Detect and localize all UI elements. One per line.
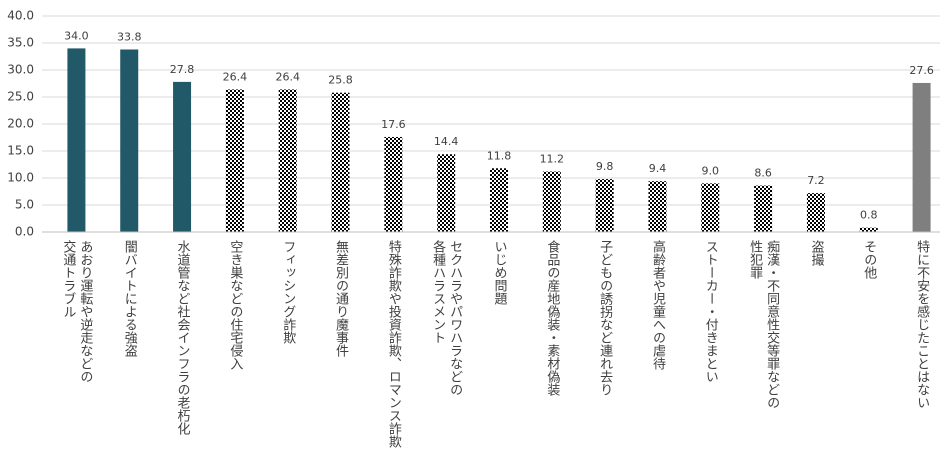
bar [754, 185, 773, 232]
y-tick-label: 20.0 [7, 117, 34, 131]
x-tick-label: 特に不安を感じたことはない [914, 240, 930, 409]
x-tick-label: 水道管など社会インフラの老朽化 [174, 240, 190, 435]
bar [437, 154, 456, 232]
bar [120, 49, 139, 233]
y-tick-label: 10.0 [7, 171, 34, 185]
value-label: 7.2 [807, 174, 825, 187]
value-label: 27.6 [909, 64, 934, 77]
bar [490, 168, 508, 232]
x-tick-label: 闇バイトによる強盗 [121, 240, 137, 357]
x-tick-label: 子どもの誘拐など連れ去り [597, 240, 613, 396]
y-tick-label: 0.0 [15, 225, 34, 239]
value-label: 9.4 [649, 162, 667, 175]
x-tick-label: 高齢者や児童への虐待 [649, 240, 665, 370]
value-label: 33.8 [117, 30, 142, 43]
x-tick-label: セクハラやパワハラなどの 各種ハラスメント [430, 240, 463, 396]
value-label: 8.6 [754, 167, 772, 180]
y-tick-label: 15.0 [7, 144, 34, 158]
bar [173, 81, 192, 232]
x-tick-label: いじめ問題 [491, 240, 507, 305]
value-label: 34.0 [64, 29, 89, 42]
bar [331, 92, 350, 233]
x-tick-label: 盗撮 [808, 240, 824, 266]
x-tick-label: 食品の産地偽装・素材偽装 [544, 240, 560, 396]
value-label: 14.4 [434, 135, 459, 148]
x-tick-label: その他 [861, 240, 877, 279]
y-tick-label: 30.0 [7, 63, 34, 77]
bar [278, 89, 297, 232]
bar [384, 136, 403, 232]
value-label: 17.6 [381, 118, 406, 131]
x-tick-label: 無差別の通り魔事件 [333, 240, 349, 357]
x-tick-label: 特殊詐欺や投資詐欺、ロマンス詐欺 [385, 240, 401, 448]
x-tick-label: 痴漢・不同意性交等罪などの 性犯罪 [747, 240, 780, 409]
x-tick-label: フィッシング詐欺 [280, 240, 296, 344]
value-label: 11.2 [540, 153, 565, 166]
value-label: 9.8 [596, 160, 614, 173]
bar [542, 171, 561, 232]
bar [595, 179, 614, 232]
x-tick-label: 空き巣などの住宅侵入 [227, 240, 243, 370]
bar [859, 227, 878, 232]
value-label: 25.8 [328, 74, 353, 87]
x-tick-label: あおり運転や逆走などの 交通トラブル [60, 240, 93, 383]
y-tick-label: 25.0 [7, 90, 34, 104]
value-label: 26.4 [223, 70, 248, 83]
y-tick-label: 5.0 [15, 198, 34, 212]
value-label: 9.0 [702, 164, 720, 177]
value-label: 11.8 [487, 149, 512, 162]
bar [648, 181, 667, 232]
y-tick-label: 35.0 [7, 36, 34, 50]
value-label: 26.4 [275, 70, 300, 83]
bar [225, 89, 244, 232]
bar [806, 193, 825, 232]
value-label: 27.8 [170, 63, 195, 76]
bar [67, 48, 86, 233]
bar [912, 82, 931, 233]
y-tick-label: 40.0 [7, 9, 34, 23]
bar [701, 183, 720, 232]
value-label: 0.8 [860, 209, 878, 222]
x-tick-label: ストーカー・付きまとい [702, 240, 718, 383]
